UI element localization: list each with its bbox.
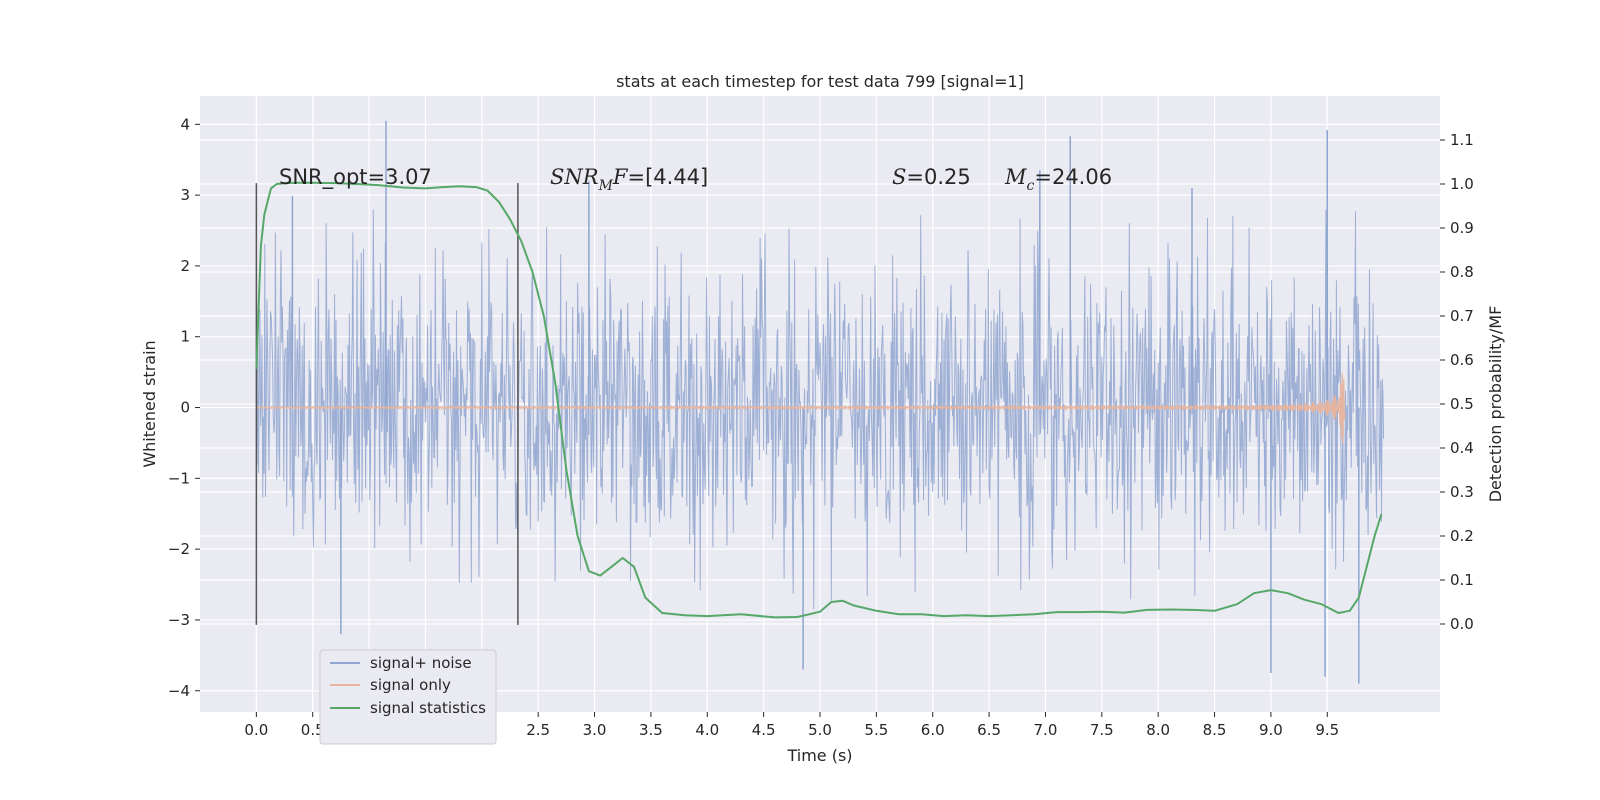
mc-base: M bbox=[1004, 165, 1027, 189]
legend: signal+ noise signal only signal statist… bbox=[319, 649, 497, 745]
x-tick-label: 7.0 bbox=[1034, 721, 1058, 739]
x-tick-label: 9.5 bbox=[1315, 721, 1339, 739]
y-tick-label: 1 bbox=[180, 328, 190, 346]
y-right-tick-label: 0.3 bbox=[1450, 483, 1474, 501]
y-tick-label: −1 bbox=[168, 469, 190, 487]
x-tick-label: 6.5 bbox=[977, 721, 1001, 739]
y-tick-label: 4 bbox=[180, 115, 190, 133]
x-tick-label: 4.0 bbox=[695, 721, 719, 739]
noise-series bbox=[255, 120, 1385, 684]
y-right-tick-label: 0.6 bbox=[1450, 351, 1474, 369]
x-tick-label: 8.0 bbox=[1146, 721, 1170, 739]
legend-label-stats: signal statistics bbox=[370, 699, 486, 717]
snr-mf-tail: F bbox=[612, 165, 629, 189]
y-right-tick-label: 0.1 bbox=[1450, 571, 1474, 589]
y-right-tick-label: 0.9 bbox=[1450, 219, 1474, 237]
y-tick-label: 0 bbox=[180, 399, 190, 417]
legend-label-signal: signal only bbox=[370, 676, 451, 694]
y-right-tick-label: 0.5 bbox=[1450, 395, 1474, 413]
y-tick-label: 2 bbox=[180, 257, 190, 275]
mc-value: =24.06 bbox=[1034, 165, 1112, 189]
mc-sub: c bbox=[1027, 178, 1035, 194]
y-tick-label: 3 bbox=[180, 186, 190, 204]
x-tick-label: 6.0 bbox=[921, 721, 945, 739]
x-tick-label: 2.5 bbox=[526, 721, 550, 739]
x-tick-label: 8.5 bbox=[1203, 721, 1227, 739]
snr-mf-sub: M bbox=[598, 178, 614, 194]
vline-layer bbox=[255, 183, 519, 625]
x-tick-label: 7.5 bbox=[1090, 721, 1114, 739]
legend-label-noise: signal+ noise bbox=[370, 654, 472, 672]
y-tick-label: −2 bbox=[168, 540, 190, 558]
x-axis-label: Time (s) bbox=[786, 746, 852, 765]
x-tick-label: 4.5 bbox=[752, 721, 776, 739]
x-tick-label: 0.0 bbox=[244, 721, 268, 739]
y-axis-right-label: Detection probability/MF bbox=[1486, 306, 1505, 503]
y-right-tick-label: 0.7 bbox=[1450, 307, 1474, 325]
x-tick-label: 9.0 bbox=[1259, 721, 1283, 739]
y-tick-label: −4 bbox=[168, 682, 190, 700]
s-value: =0.25 bbox=[906, 165, 970, 189]
signal-only-series bbox=[255, 372, 1346, 445]
y-right-tick-label: 0.8 bbox=[1450, 263, 1474, 281]
legend-box bbox=[319, 649, 497, 745]
tick-layer: 0.00.51.01.52.02.53.03.54.04.55.05.56.06… bbox=[168, 115, 1474, 739]
annotation-snr-opt: SNR_opt=3.07 bbox=[279, 165, 432, 190]
y-axis-label: Whitened strain bbox=[140, 340, 159, 467]
chart-title: stats at each timestep for test data 799… bbox=[616, 72, 1024, 91]
y-right-tick-label: 0.4 bbox=[1450, 439, 1474, 457]
y-tick-label: −3 bbox=[168, 611, 190, 629]
y-right-tick-label: 1.0 bbox=[1450, 175, 1474, 193]
annotation-mc: Mc=24.06 bbox=[1004, 165, 1112, 194]
x-tick-label: 5.5 bbox=[864, 721, 888, 739]
y-right-tick-label: 1.1 bbox=[1450, 131, 1474, 149]
y-right-tick-label: 0.2 bbox=[1450, 527, 1474, 545]
signal-statistics-line bbox=[255, 181, 1383, 619]
x-tick-label: 5.0 bbox=[808, 721, 832, 739]
x-tick-label: 0.5 bbox=[301, 721, 325, 739]
x-tick-label: 3.5 bbox=[639, 721, 663, 739]
noise-line bbox=[255, 209, 1385, 610]
snr-mf-value: =[4.44] bbox=[628, 165, 709, 189]
x-tick-label: 3.0 bbox=[583, 721, 607, 739]
signal-only-line bbox=[255, 372, 1346, 445]
s-symbol: S bbox=[892, 165, 906, 189]
y-right-tick-label: 0.0 bbox=[1450, 615, 1474, 633]
annotation-snr-mf: SNRMF=[4.44] bbox=[550, 165, 708, 194]
annotation-s: S=0.25 bbox=[892, 165, 971, 189]
signal-statistics-series bbox=[255, 181, 1383, 619]
snr-mf-base: SNR bbox=[550, 165, 599, 189]
